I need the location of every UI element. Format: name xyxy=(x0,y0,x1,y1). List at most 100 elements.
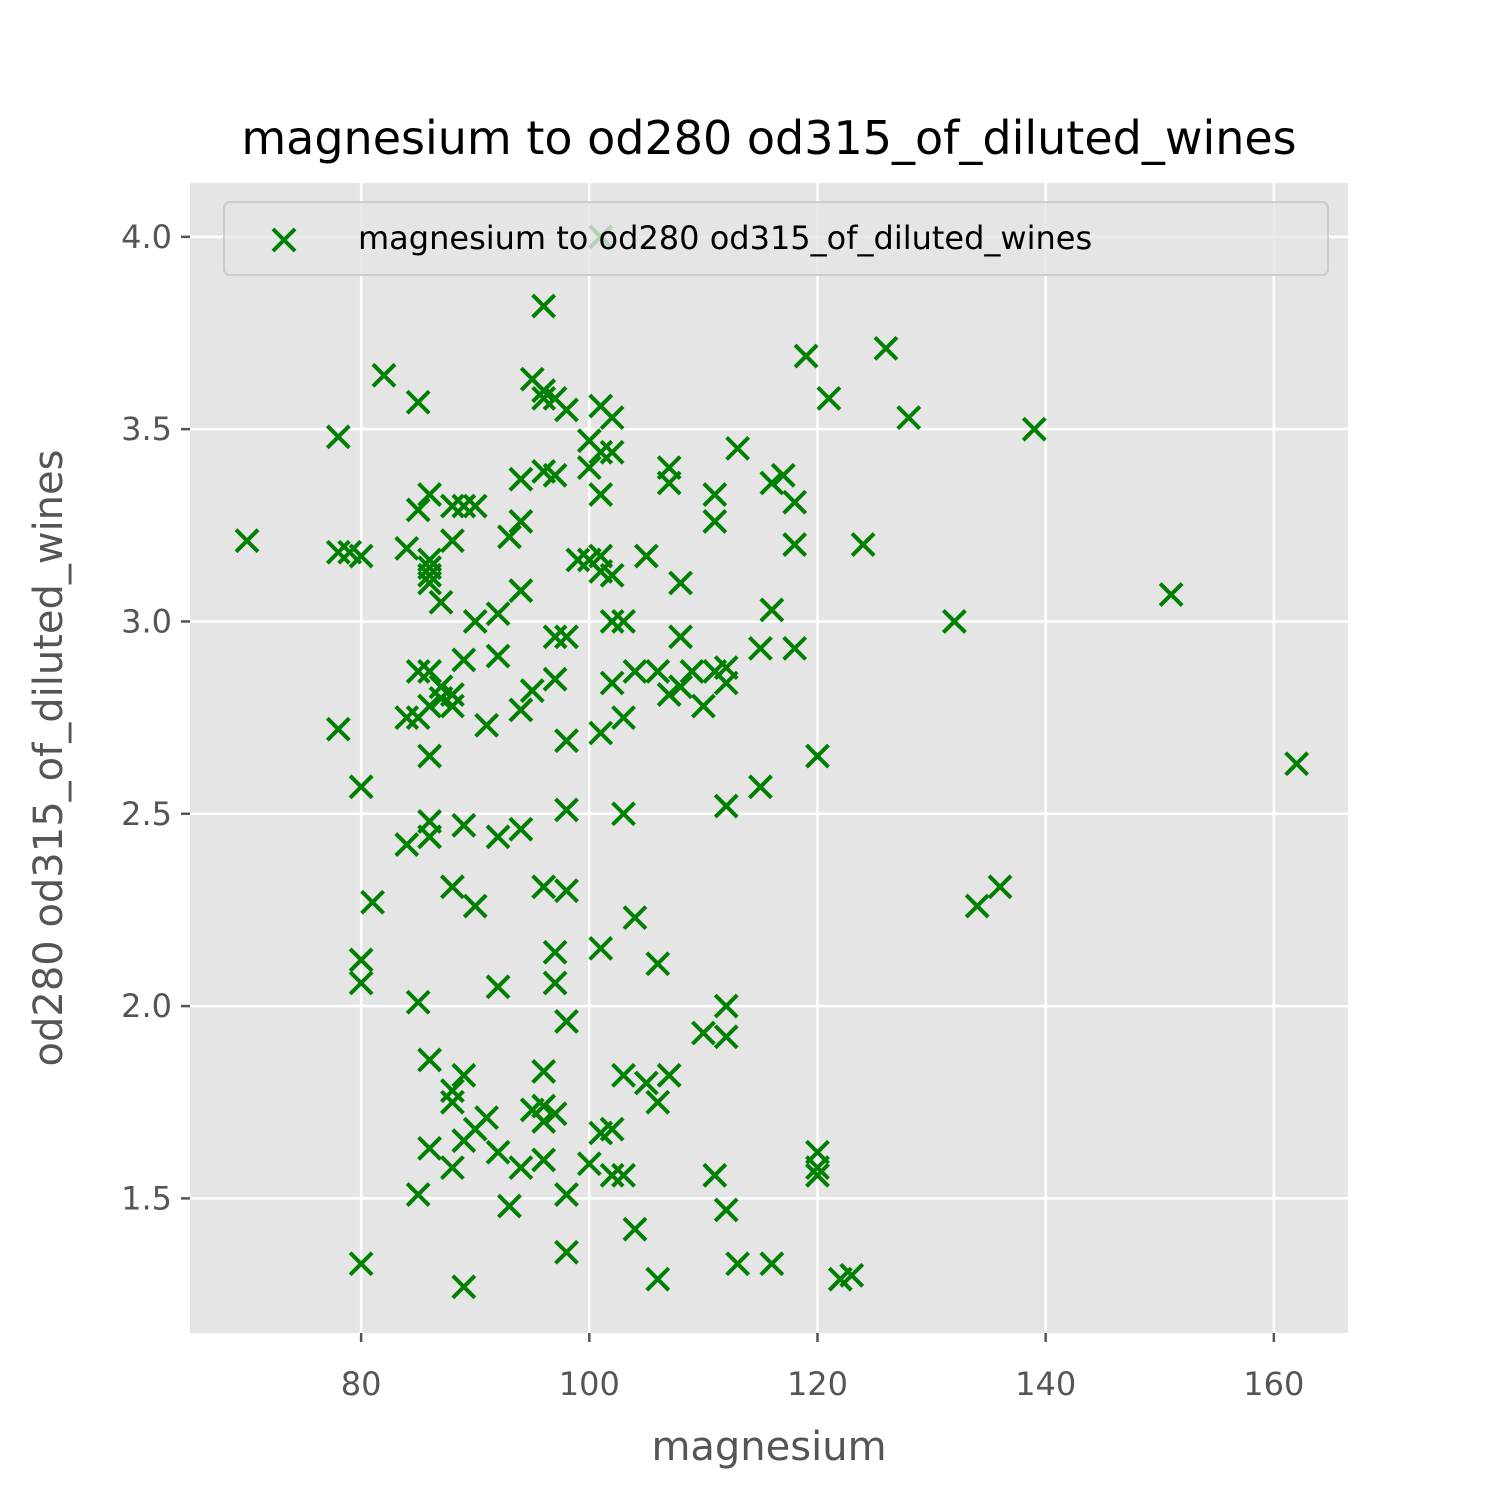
data-point xyxy=(588,720,614,746)
data-point xyxy=(633,1070,659,1096)
data-point xyxy=(348,1251,374,1277)
data-point xyxy=(474,712,500,738)
data-point xyxy=(405,389,431,415)
data-point xyxy=(417,693,443,719)
data-point xyxy=(622,1216,648,1242)
data-point xyxy=(702,509,728,534)
data-point xyxy=(405,659,431,684)
data-point xyxy=(599,405,625,431)
data-point xyxy=(485,1139,511,1165)
data-point xyxy=(611,609,636,634)
data-point xyxy=(611,1062,636,1088)
legend: magnesium to od280 od315_of_diluted_wine… xyxy=(223,201,1329,276)
data-point xyxy=(782,635,808,661)
axis-ticks: 80 100 120 140 160 1.5 2.0 2.5 3.0 3.5 4.0 xyxy=(121,218,1304,1403)
data-point xyxy=(531,874,557,900)
data-point xyxy=(770,462,796,488)
data-point xyxy=(599,439,625,465)
data-point xyxy=(839,1262,865,1288)
data-point xyxy=(508,466,534,492)
data-point xyxy=(668,624,693,650)
data-point xyxy=(896,405,922,431)
data-point xyxy=(1284,751,1310,777)
data-point xyxy=(645,1266,671,1292)
data-point xyxy=(554,397,579,423)
data-point xyxy=(348,543,374,569)
data-point xyxy=(622,659,648,684)
data-point xyxy=(748,774,773,800)
data-point xyxy=(599,670,625,696)
plot-area xyxy=(190,183,1348,1333)
x-tick-label: 120 xyxy=(787,1365,848,1403)
x-tick-label: 100 xyxy=(559,1365,620,1403)
data-point xyxy=(668,674,693,700)
data-point xyxy=(611,705,636,731)
data-point xyxy=(360,889,385,915)
data-point xyxy=(850,532,876,557)
data-point xyxy=(588,935,614,961)
data-point xyxy=(508,509,534,534)
data-point xyxy=(417,1047,443,1073)
data-point xyxy=(428,674,454,700)
data-point xyxy=(417,1135,443,1161)
data-point xyxy=(325,539,351,565)
data-point xyxy=(554,1009,579,1034)
legend-label: magnesium to od280 od315_of_diluted_wine… xyxy=(358,219,1092,257)
data-point xyxy=(565,547,591,573)
data-point xyxy=(793,343,819,369)
data-point xyxy=(542,1101,568,1127)
chart-title: magnesium to od280 od315_of_diluted_wine… xyxy=(241,111,1296,165)
data-point xyxy=(485,601,511,627)
data-point xyxy=(611,1162,636,1188)
data-point xyxy=(348,774,374,800)
data-point xyxy=(325,716,351,742)
data-point xyxy=(805,743,830,769)
data-point xyxy=(508,816,534,842)
data-point xyxy=(1158,582,1184,607)
y-axis-label: od280 od315_of_diluted_wines xyxy=(26,450,72,1067)
data-point xyxy=(656,470,682,496)
data-point xyxy=(576,455,602,481)
data-point xyxy=(599,1162,625,1188)
data-point xyxy=(759,470,785,496)
data-point xyxy=(439,1078,465,1104)
data-point xyxy=(554,728,579,754)
data-point xyxy=(451,1274,477,1300)
data-point xyxy=(1021,416,1047,442)
data-point xyxy=(371,362,397,388)
x-tick-label: 160 xyxy=(1243,1365,1304,1403)
data-point xyxy=(964,893,990,919)
data-point xyxy=(417,562,443,588)
data-point xyxy=(873,335,899,361)
legend-marker-icon xyxy=(271,227,297,253)
y-tick-label: 3.0 xyxy=(121,602,172,640)
y-tick-label: 2.0 xyxy=(121,987,172,1025)
data-point xyxy=(451,493,477,519)
data-point xyxy=(690,1020,716,1046)
data-point xyxy=(417,570,443,596)
data-point xyxy=(941,609,967,634)
data-point xyxy=(759,597,785,623)
data-point xyxy=(622,905,648,931)
data-point xyxy=(713,1024,739,1050)
data-point xyxy=(439,528,465,554)
data-point xyxy=(439,682,465,707)
data-point xyxy=(531,378,557,404)
data-point xyxy=(656,1062,682,1088)
data-point xyxy=(417,482,443,507)
data-point xyxy=(497,1193,522,1219)
data-point xyxy=(645,1089,671,1115)
data-point xyxy=(451,647,477,673)
data-point xyxy=(702,482,728,507)
data-point xyxy=(394,705,420,731)
data-point xyxy=(690,693,716,719)
x-axis-label: magnesium xyxy=(651,1424,886,1470)
data-point xyxy=(542,624,568,650)
data-point xyxy=(611,801,636,827)
data-point xyxy=(417,743,443,769)
data-point xyxy=(805,1162,830,1188)
data-point xyxy=(474,1105,500,1131)
data-point xyxy=(462,609,488,634)
data-point xyxy=(599,562,625,588)
data-point xyxy=(668,570,693,596)
